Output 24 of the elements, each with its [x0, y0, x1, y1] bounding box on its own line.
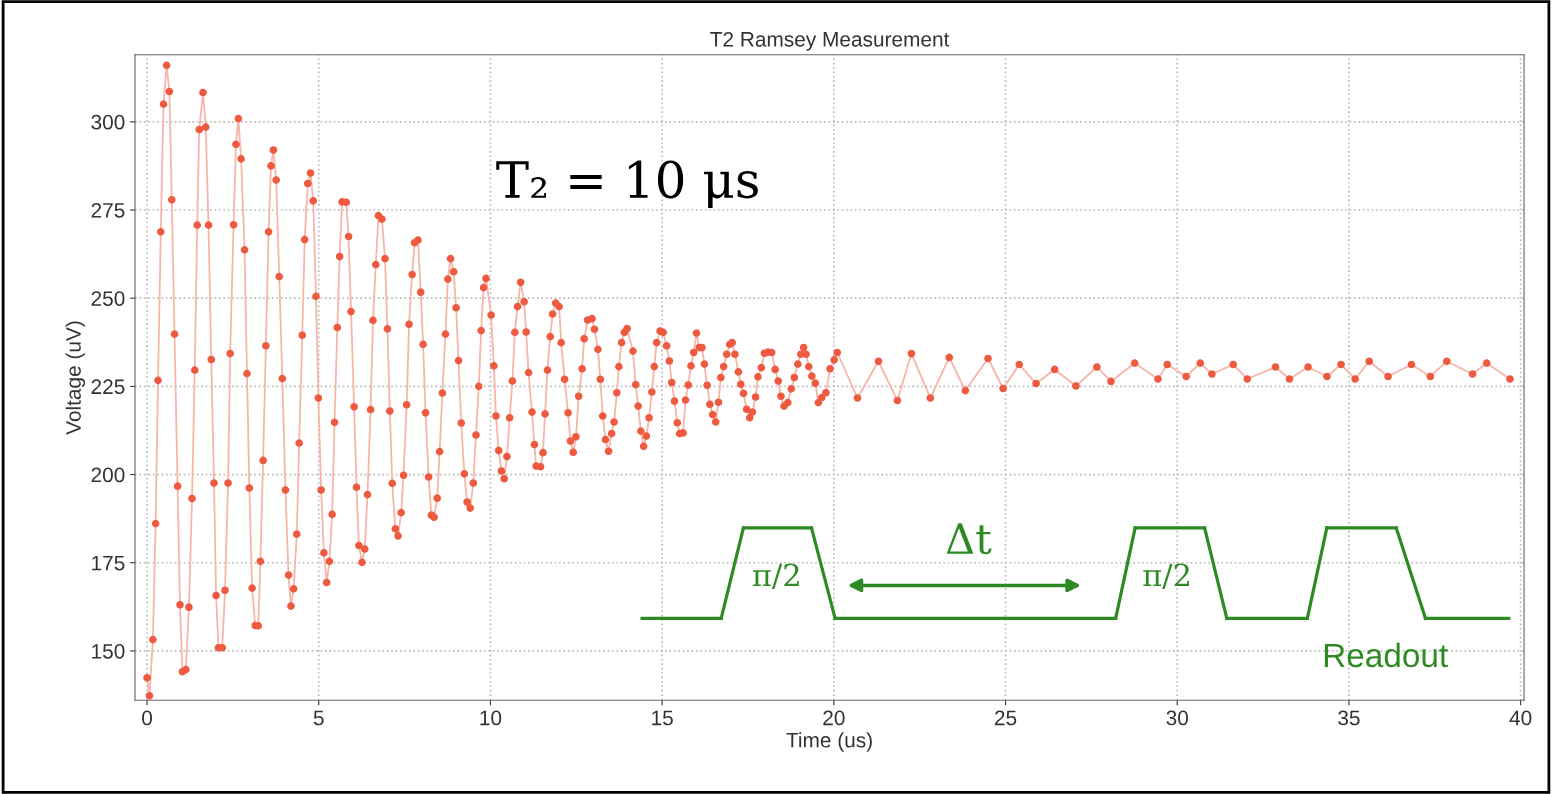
y-axis-title: Voltage (uV) — [65, 321, 85, 435]
y-tick-label: 225 — [91, 379, 125, 395]
y-tick-label: 275 — [91, 202, 125, 218]
y-tick-label: 175 — [92, 555, 125, 571]
x-tick-label: 20 — [823, 710, 845, 726]
x-tick-label: 10 — [480, 710, 502, 726]
x-tick-label: 35 — [1338, 710, 1360, 726]
x-tick-label: 5 — [313, 710, 324, 726]
chart-title: T2 Ramsey Measurement — [710, 31, 950, 51]
annotation: T₂ = 10 μs — [496, 160, 758, 209]
y-tick-label: 300 — [91, 114, 125, 130]
x-tick-label: 0 — [142, 710, 153, 726]
x-axis-title: Time (us) — [786, 732, 872, 752]
annotation: Readout — [1324, 642, 1448, 668]
x-tick-label: 30 — [1166, 710, 1189, 726]
x-tick-label: 25 — [995, 710, 1017, 726]
x-tick-label: 15 — [652, 710, 673, 726]
y-tick-label: 250 — [91, 291, 125, 306]
annotation: π/2 — [752, 563, 799, 589]
y-tick-label: 200 — [91, 467, 125, 483]
y-tick-label: 150 — [92, 643, 125, 659]
x-tick-label: 40 — [1509, 710, 1532, 726]
annotation: π/2 — [1143, 563, 1189, 589]
annotation: Δt — [946, 523, 992, 555]
